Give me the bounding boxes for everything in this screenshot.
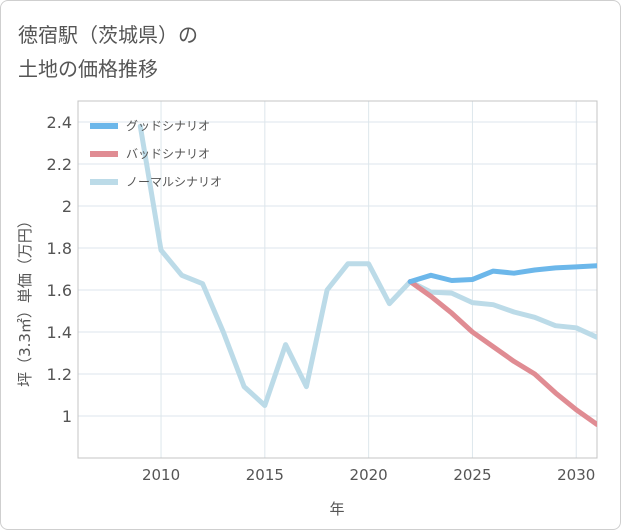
y-tick-label: 1.6	[47, 281, 72, 300]
chart-title-line1: 徳宿駅（茨城県）の	[18, 23, 198, 47]
x-tick-label: 2030	[557, 466, 595, 484]
y-tick-label: 2	[62, 197, 72, 216]
series-line-1	[407, 279, 597, 427]
legend-label: グッドシナリオ	[126, 119, 210, 133]
x-tick-label: 2020	[350, 466, 388, 484]
y-axis-label: 坪（3.3㎡）単価（万円）	[16, 213, 34, 387]
x-tick-label: 2010	[142, 466, 180, 484]
series-line-0	[407, 263, 597, 285]
chart-title: 徳宿駅（茨城県）の 土地の価格推移	[18, 18, 198, 86]
legend-label: バッドシナリオ	[126, 147, 210, 161]
x-axis-label: 年	[329, 500, 344, 518]
ticks: 2010 2015 2020 2025 2030 1 1.2 1.4 1.6 1.8 2 2.2 2.4	[47, 113, 596, 484]
legend-label: ノーマルシナリオ	[126, 175, 222, 189]
x-tick-label: 2025	[453, 466, 491, 484]
chart-title-line2: 土地の価格推移	[18, 57, 158, 81]
y-tick-label: 2.4	[47, 113, 72, 132]
y-tick-label: 1	[62, 407, 72, 426]
x-tick-label: 2015	[246, 466, 284, 484]
y-tick-label: 2.2	[47, 155, 72, 174]
y-tick-label: 1.2	[47, 365, 72, 384]
y-tick-label: 1.8	[47, 239, 72, 258]
plot-area	[77, 100, 598, 459]
y-tick-label: 1.4	[47, 323, 72, 342]
series-line-2	[137, 123, 597, 408]
series-layer	[137, 123, 597, 427]
